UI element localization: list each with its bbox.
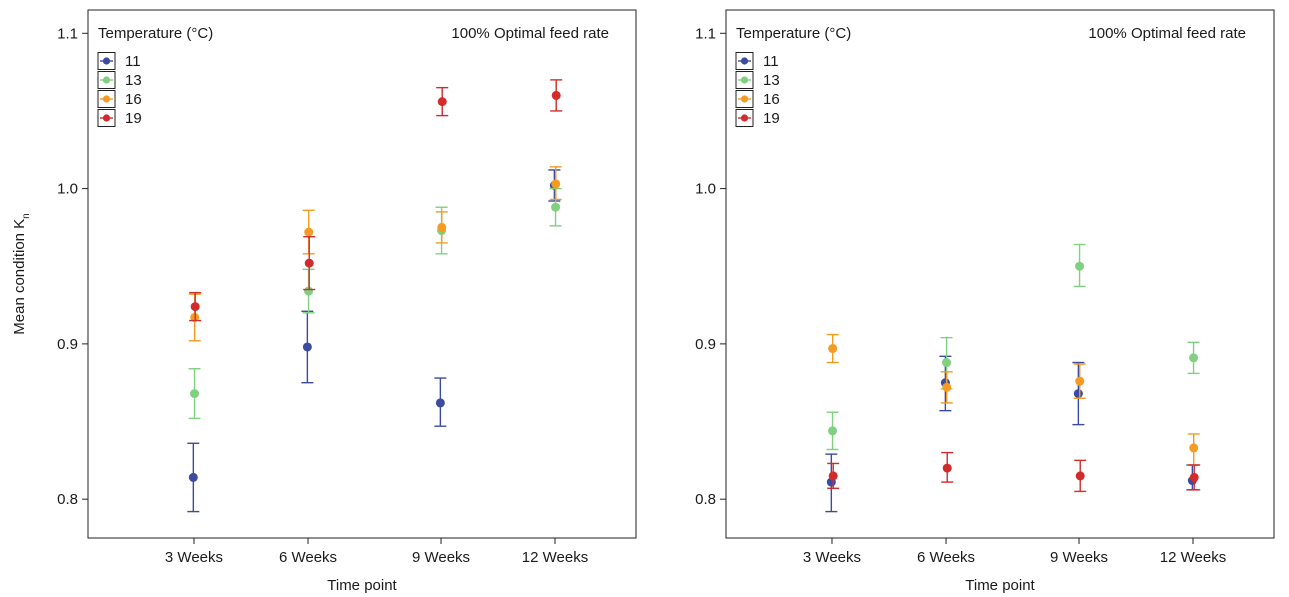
legend-key-marker	[102, 57, 111, 65]
legend-key-marker	[740, 114, 749, 122]
y-tick-label: 0.9	[57, 336, 78, 353]
data-point-19-0	[190, 302, 200, 312]
data-point-16-1	[942, 382, 952, 392]
y-tick-label: 0.8	[695, 491, 716, 508]
y-axis-label-subscript: n	[21, 213, 32, 219]
data-point-13-1	[942, 358, 952, 368]
legend-key-marker	[740, 57, 749, 65]
legend-title: Temperature (°C)	[98, 25, 213, 42]
legend-key-box	[97, 90, 116, 108]
data-point-19-1	[942, 463, 952, 473]
y-axis-label: Mean condition Kn	[11, 213, 32, 334]
data-point-16-3	[551, 179, 561, 189]
legend-key-marker	[102, 76, 111, 84]
legend-key-marker	[740, 76, 749, 84]
x-tick-label: 6 Weeks	[917, 549, 975, 566]
legend-entry-11: 11	[125, 53, 141, 70]
data-point-11-1	[302, 342, 312, 352]
legend-key-box	[735, 52, 754, 70]
data-point-19-1	[304, 258, 314, 268]
legend-key-box	[97, 71, 116, 89]
x-tick-label: 12 Weeks	[1160, 549, 1226, 566]
right-panel: Time point 100% Optimal feed rate Temper…	[695, 9, 1275, 594]
data-point-19-3	[551, 90, 561, 100]
plot-frame	[725, 9, 1275, 539]
legend: 11 13 16 19	[735, 52, 780, 127]
left-panel: Mean condition Kn Time point 100% Optima…	[11, 9, 637, 594]
axis-ticks: 0.8 0.9 1.0 1.1 3 Weeks 6 Weeks 9 Weeks 12 Week…	[695, 25, 1226, 566]
data-point-16-1	[304, 227, 314, 237]
legend-key-marker	[102, 95, 111, 103]
data-marks	[825, 243, 1201, 513]
data-point-16-2	[437, 222, 447, 232]
y-tick-label: 1.1	[695, 25, 716, 42]
y-tick-label: 0.9	[695, 336, 716, 353]
data-marks	[187, 79, 563, 513]
axis-ticks: 0.8 0.9 1.0 1.1 3 Weeks 6 Weeks 9 Weeks 12 Week…	[57, 25, 588, 566]
data-point-11-0	[188, 472, 198, 482]
data-point-19-2	[437, 97, 447, 107]
legend-key-box	[735, 90, 754, 108]
data-point-16-3	[1189, 443, 1199, 453]
data-point-13-3	[1189, 353, 1199, 363]
y-tick-label: 0.8	[57, 491, 78, 508]
x-tick-label: 3 Weeks	[803, 549, 861, 566]
legend-key-box	[735, 71, 754, 89]
legend-entry-19: 19	[763, 110, 780, 127]
data-point-11-2	[435, 398, 445, 408]
legend-entry-19: 19	[125, 110, 142, 127]
chart-title: 100% Optimal feed rate	[451, 25, 609, 42]
y-tick-label: 1.1	[57, 25, 78, 42]
legend-key-box	[735, 109, 754, 127]
x-tick-label: 9 Weeks	[412, 549, 470, 566]
legend: 11 13 16 19	[97, 52, 142, 127]
legend-entry-11: 11	[763, 53, 779, 70]
legend-key-box	[97, 109, 116, 127]
y-tick-label: 1.0	[695, 181, 716, 198]
x-axis-label: Time point	[327, 577, 397, 594]
legend-title: Temperature (°C)	[736, 25, 851, 42]
data-point-13-2	[1075, 261, 1085, 271]
legend-key-marker	[102, 114, 111, 122]
y-tick-label: 1.0	[57, 181, 78, 198]
data-point-16-2	[1075, 376, 1085, 386]
legend-entry-13: 13	[125, 72, 142, 89]
data-point-16-0	[828, 344, 838, 354]
x-tick-label: 6 Weeks	[279, 549, 337, 566]
legend-entry-16: 16	[125, 91, 142, 108]
chart-title: 100% Optimal feed rate	[1088, 25, 1246, 42]
legend-entry-13: 13	[763, 72, 780, 89]
legend-key-marker	[740, 95, 749, 103]
data-point-19-2	[1075, 471, 1085, 481]
legend-key-box	[97, 52, 116, 70]
x-tick-label: 12 Weeks	[522, 549, 588, 566]
data-point-11-2	[1073, 389, 1083, 399]
data-point-13-0	[190, 389, 200, 399]
data-point-19-0	[828, 471, 838, 481]
x-tick-label: 3 Weeks	[165, 549, 223, 566]
data-point-13-3	[551, 202, 561, 212]
plot-frame	[87, 9, 637, 539]
data-point-19-3	[1189, 472, 1199, 482]
x-axis-label: Time point	[965, 577, 1035, 594]
data-point-13-0	[828, 426, 838, 436]
x-tick-label: 9 Weeks	[1050, 549, 1108, 566]
legend-entry-16: 16	[763, 91, 780, 108]
